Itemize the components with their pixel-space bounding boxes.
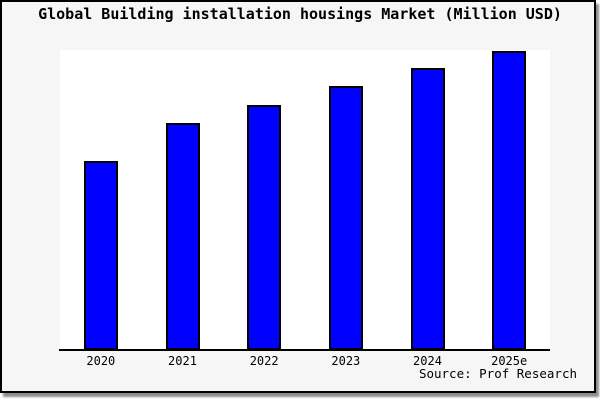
x-tick-label-2020: 2020 — [86, 354, 116, 368]
bar-2022 — [247, 105, 282, 350]
x-tick-label-2023: 2023 — [331, 354, 361, 368]
x-tick-label-2024: 2024 — [413, 354, 442, 368]
bar-2024 — [410, 68, 445, 350]
x-tick-label-2021: 2021 — [168, 354, 197, 368]
plot-area — [60, 50, 550, 350]
bar-2021 — [165, 123, 200, 350]
bar-2020 — [83, 161, 118, 350]
bar-2025e — [492, 51, 527, 350]
x-tick-label-2022: 2022 — [249, 354, 279, 368]
x-axis-line — [59, 349, 550, 351]
source-credit: Source: Prof Research — [418, 366, 577, 381]
x-tick-label-2025e: 2025e — [491, 354, 528, 368]
chart-title: Global Building installation housings Ma… — [38, 5, 562, 23]
bar-2023 — [328, 86, 363, 350]
